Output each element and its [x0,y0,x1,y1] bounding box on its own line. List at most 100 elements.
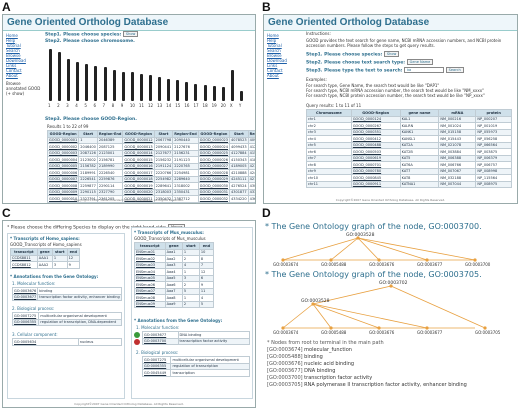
table-header: GOOD-Region Start Region-End GOOD-Region Sta… [46,130,255,138]
table-cell[interactable]: GO:0006355 [11,318,40,326]
table-cell[interactable]: GOOD_0000124 [350,115,401,123]
go-node-label: GO:0003676 [369,262,395,267]
sidebar-link[interactable]: Links [6,63,17,68]
chromosome-label: 13 [157,103,163,108]
chromosome-bar[interactable] [221,87,225,101]
table-cell[interactable]: ENSmus09 [134,300,166,308]
chromosome-bar[interactable] [167,79,171,101]
table-cell[interactable]: GO:0003677 [11,293,39,301]
chromosome-bar[interactable] [121,72,125,101]
chromosome-bar[interactable] [203,85,207,101]
graph1-svg: GO:0003528 GO:0003674 GO:0005488 GO:0003676… [273,232,491,267]
go-id[interactable]: [GO:0003677] [267,368,303,374]
table-row: GO:0006355 regulation of transcription, D… [11,318,122,326]
go-node-label: GO:0003676 [369,330,395,335]
chromosome-bar[interactable] [176,80,180,101]
chromosome-bar[interactable] [85,63,89,101]
chromosome-label: X [229,103,233,108]
sidebar-link[interactable]: Download [267,58,287,63]
sidebar-link[interactable]: Search [267,48,281,53]
table-cell[interactable]: CCDS8812 [10,261,38,269]
panel-b: Gene Oriented Ortholog Database Home Help… [263,14,518,204]
chromosome-bar[interactable] [158,77,162,101]
sidebar-link[interactable]: Browse [6,53,21,58]
panel-b-sidebar: Home Help Tutorial Search Browse Download Link… [267,33,305,78]
chromosome-bar[interactable] [130,72,134,101]
search-input[interactable]: ka [404,67,445,73]
table-cell: 2410956 [172,201,199,203]
search-type-select[interactable]: Gene Name [406,59,434,65]
b-species-select[interactable]: Show [383,51,400,57]
go-id[interactable]: [GO:0003700] [267,375,303,381]
chromosome-label: 3 [66,103,69,108]
table-cell: nucleus [77,338,123,346]
species-select[interactable]: Show [122,31,139,37]
graph2-svg: GO:0003702 GO:0003528 GO:0003674 GO:0005488… [273,280,501,335]
table-cell[interactable]: GO:0005634 [12,338,79,346]
table-cell[interactable]: GO:0003700 [142,337,179,345]
chromosome-bar[interactable] [67,59,71,101]
sidebar-link[interactable]: About [6,73,18,78]
chromosome-bar[interactable] [230,69,234,101]
sidebar-link[interactable]: Contact [267,68,283,73]
go-node[interactable] [329,326,333,330]
sidebar-link[interactable]: Contact [6,68,22,73]
go-id[interactable]: [GO:0003674] [267,347,303,353]
sidebar-link[interactable]: Home [267,33,279,38]
sidebar-link[interactable]: Help [267,38,277,43]
sidebar-link[interactable]: Search [6,48,20,53]
go-node[interactable] [425,326,429,330]
table-row: GOOD_0000008 2259877 2290114 GOOD_0000019 22… [46,182,255,190]
sidebar-link[interactable]: Help [6,38,16,43]
go-id[interactable]: [GO:0003676] [267,361,303,367]
panel-a-label: A [2,0,11,14]
chromosome-bar[interactable] [212,86,216,101]
go-node[interactable] [329,258,333,262]
search-button[interactable]: Search [445,67,464,73]
column-header: Chromosome [306,109,352,117]
chromosome-bar[interactable] [139,73,143,101]
sidebar-link[interactable]: Links [267,63,278,68]
match-dot-icon [134,332,140,338]
go-node[interactable] [281,258,285,262]
chromosome-bar[interactable] [76,62,80,101]
go-node-label: GO:0003677 [417,262,443,267]
go-id[interactable]: [GO:0003705] [267,382,303,388]
chromosome-bar[interactable] [103,67,107,101]
go-node[interactable] [377,258,381,262]
right-mf-head: 1. Molecular function: [136,325,180,330]
column-header: GOOD-Region [350,109,401,117]
table-cell[interactable]: GOOD_0000033 [197,201,231,203]
chromosome-bar[interactable] [58,51,62,101]
sidebar-link[interactable]: About [267,73,279,78]
browse-note: Browse annotated GOOD (+ show) [6,81,41,96]
chromosome-bar[interactable] [194,83,198,101]
go-node[interactable] [425,258,429,262]
chromosome-bar[interactable] [49,49,52,101]
sidebar-link[interactable]: Browse [267,53,282,58]
mismatch-dot-icon [134,339,140,345]
sidebar-link[interactable]: Tutorial [267,43,282,48]
go-node[interactable] [281,326,285,330]
chromosome-bar[interactable] [239,90,243,101]
table-cell[interactable]: GO:0045449 [141,369,172,377]
chromosome-bar[interactable] [185,82,189,101]
go-node[interactable] [483,326,487,330]
chromosome-bar[interactable] [94,65,98,101]
left-annot-head: * Annotations from the Gene Ontology: [10,274,99,279]
chromosome-bar[interactable] [112,69,116,101]
go-id[interactable]: [GO:0005488] [267,354,303,360]
table-row: CCDS8812 AAA2 3 9 [10,261,81,269]
sidebar-link[interactable]: Home [6,33,18,38]
sidebar-link[interactable]: Tutorial [6,43,21,48]
go-node[interactable] [377,326,381,330]
table-cell[interactable]: GOOD_0000911 [350,180,401,188]
example-line: For search type, NCBI mRNA accession num… [306,88,484,93]
chromosome-bar[interactable] [149,75,152,101]
left-mf-table: GO:0003676 binding GO:0003677 transcription… [11,287,122,301]
sidebar-link[interactable]: Download [6,58,26,63]
chromosome-label: 6 [93,103,96,108]
go-node[interactable] [473,258,477,262]
